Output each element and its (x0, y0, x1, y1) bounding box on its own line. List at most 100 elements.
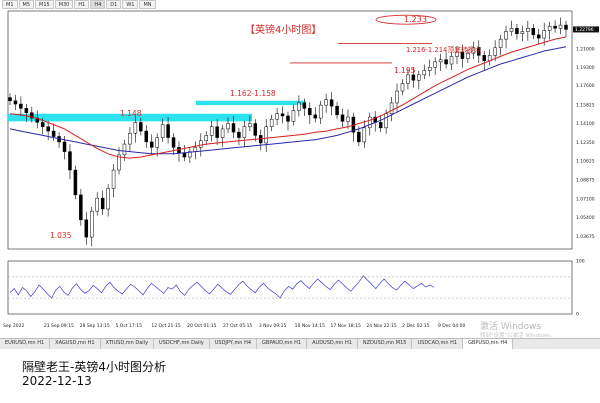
chart-tab[interactable]: USDCAD,mn H1 (412, 339, 464, 349)
candle-body (117, 154, 121, 171)
candle-body (564, 24, 568, 30)
chart-tabs: EURUSD,mn H1 XAGUSD,mn H1 XTIUSD,mn Daily U… (0, 338, 600, 349)
y-tick-label: 1.12350 (576, 140, 595, 146)
candle-body (8, 97, 12, 102)
candle-body (182, 152, 187, 158)
x-tick-label: 17 Nov 18:15 (331, 323, 361, 329)
candle-body (84, 219, 89, 238)
timeframe-button-m1[interactable]: M1 (2, 0, 18, 9)
candle-body (35, 117, 40, 123)
x-tick-label: 3 Nov 09:15 (259, 323, 287, 329)
chart-tab[interactable]: XAGUSD,mn H1 (50, 339, 101, 349)
candle-body (313, 114, 318, 119)
candle-body (90, 210, 94, 238)
caption-title: 隔壁老王-英镑4小时图分析 (22, 360, 166, 374)
y-tick-label: 1.17600 (576, 83, 595, 89)
candle-body (422, 70, 427, 76)
x-tick-label: 12 Oct 21:15 (151, 323, 180, 329)
candle-body (411, 74, 416, 81)
timeframe-button-d1[interactable]: D1 (106, 0, 122, 9)
candle-body (166, 124, 170, 138)
y-tick-label: 1.14100 (576, 121, 595, 127)
candle-body (395, 90, 399, 104)
candle-body (340, 114, 345, 122)
x-tick-label: 24 Nov 22:15 (366, 323, 396, 329)
candle-body (149, 141, 154, 148)
candle-body (297, 102, 301, 111)
candle-body (30, 112, 34, 119)
x-tick-label: 10 Nov 14:15 (295, 323, 325, 329)
annotation-label: 1.195 (394, 66, 416, 75)
candle-body (51, 130, 56, 137)
timeframe-button-mn[interactable]: MN (139, 0, 156, 9)
chart-tab[interactable]: XTIUSD,mn Daily (101, 339, 155, 349)
candle-body (24, 108, 29, 113)
candle-body (324, 99, 328, 106)
candle-body (302, 102, 307, 109)
chart-tab[interactable]: AUDUSD,mn H1 (307, 339, 358, 349)
candle-body (493, 47, 497, 56)
candle-body (122, 143, 127, 156)
candle-body (199, 140, 203, 148)
timeframe-button-m30[interactable]: M30 (54, 0, 74, 9)
candle-body (280, 113, 285, 117)
candle-body (520, 31, 525, 34)
candle-body (406, 74, 410, 84)
candle-body (73, 169, 78, 196)
candle-body (455, 51, 459, 57)
zone-1148 (8, 113, 252, 122)
candle-body (160, 124, 165, 138)
candle-body (357, 131, 361, 143)
candle-body (242, 126, 247, 138)
candle-body (155, 137, 159, 148)
timeframe-toolbar: M1 M5 M15 M30 H1 H4 D1 W1 MN (2, 0, 156, 9)
candle-body (215, 126, 219, 138)
candle-body (133, 122, 138, 134)
candle-body (477, 47, 481, 56)
candle-body (128, 132, 132, 145)
y-tick-label: 1.03675 (576, 234, 595, 240)
candle-body (400, 83, 405, 92)
candle-body (40, 122, 45, 128)
activation-watermark-sub: 转到"设置"以激活 Windows。 (480, 333, 556, 339)
chart-tab[interactable]: EURUSD,mn H1 (0, 339, 51, 349)
ma-blue-line (9, 46, 567, 155)
price-chart[interactable]: 1.227501.210001.193001.176001.158251.141… (0, 9, 600, 339)
candle-body (220, 128, 225, 138)
timeframe-button-w1[interactable]: W1 (122, 0, 139, 9)
timeframe-button-m5[interactable]: M5 (18, 0, 34, 9)
candle-body (438, 59, 443, 63)
annotation-label: 1.233 (404, 15, 427, 24)
candle-body (291, 110, 296, 122)
candle-body (248, 123, 252, 128)
chart-tab[interactable]: USDJPY,mn H4 (210, 339, 258, 349)
timeframe-button-h4[interactable]: H4 (90, 0, 106, 9)
candle-body (171, 137, 176, 148)
timeframe-button-h1[interactable]: H1 (74, 0, 90, 9)
candle-body (515, 28, 519, 34)
candle-body (100, 197, 105, 210)
y-tick-label: 1.21000 (576, 46, 595, 52)
chart-title: 【英镑4小时图】 (245, 23, 321, 36)
timeframe-button-m15[interactable]: M15 (35, 0, 54, 9)
candle-body (62, 141, 67, 152)
x-tick-label: 27 Oct 05:15 (223, 323, 252, 329)
oscillator-line (9, 275, 435, 299)
caption-date: 2022-12-13 (22, 374, 92, 388)
candle-body (188, 151, 192, 158)
candle-body (237, 131, 241, 138)
chart-tab[interactable]: GBPUSD,mn H4 (463, 339, 514, 349)
chart-tab[interactable]: NZDUSD,mn M15 (358, 339, 413, 349)
activation-watermark-title: 激活 Windows (480, 322, 542, 332)
candle-body (389, 102, 394, 115)
candle-body (318, 104, 323, 119)
candle-body (269, 118, 274, 128)
top-ellipse (375, 14, 437, 25)
chart-tab[interactable]: GBPAUD,mn H1 (257, 339, 308, 349)
candle-body (209, 126, 214, 136)
candle-body (471, 47, 476, 54)
chart-tab[interactable]: USDCHF,mn Daily (154, 339, 210, 349)
candle-body (466, 52, 470, 59)
candle-body (509, 28, 514, 32)
